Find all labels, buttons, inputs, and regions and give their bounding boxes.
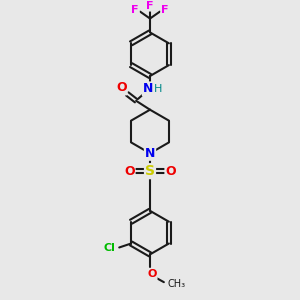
Text: CH₃: CH₃ <box>168 279 186 289</box>
Text: O: O <box>166 165 176 178</box>
Text: S: S <box>145 164 155 178</box>
Text: O: O <box>124 165 134 178</box>
Text: Cl: Cl <box>103 244 115 254</box>
Text: H: H <box>154 84 162 94</box>
Text: F: F <box>131 4 139 15</box>
Text: F: F <box>161 4 169 15</box>
Text: O: O <box>147 269 157 279</box>
Text: N: N <box>143 82 153 95</box>
Text: F: F <box>146 1 154 11</box>
Text: N: N <box>145 147 155 160</box>
Text: O: O <box>116 81 127 94</box>
